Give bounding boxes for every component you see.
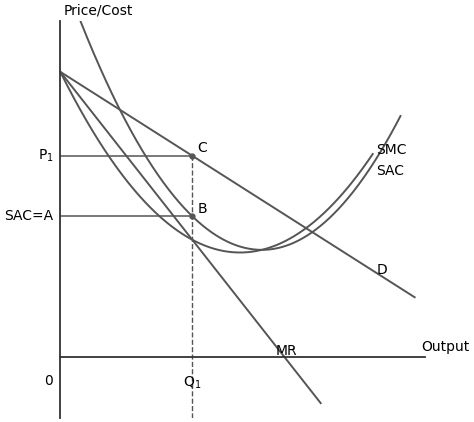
Text: B: B (198, 202, 207, 216)
Text: Q$_1$: Q$_1$ (183, 374, 201, 390)
Text: SAC=A: SAC=A (4, 209, 54, 223)
Text: C: C (198, 141, 207, 155)
Text: SMC: SMC (376, 143, 407, 157)
Text: Price/Cost: Price/Cost (64, 3, 133, 17)
Text: P$_1$: P$_1$ (37, 148, 54, 164)
Text: D: D (376, 262, 387, 277)
Text: 0: 0 (45, 374, 54, 388)
Text: SAC: SAC (376, 164, 404, 178)
Text: Output: Output (421, 340, 470, 354)
Text: MR: MR (276, 344, 297, 358)
